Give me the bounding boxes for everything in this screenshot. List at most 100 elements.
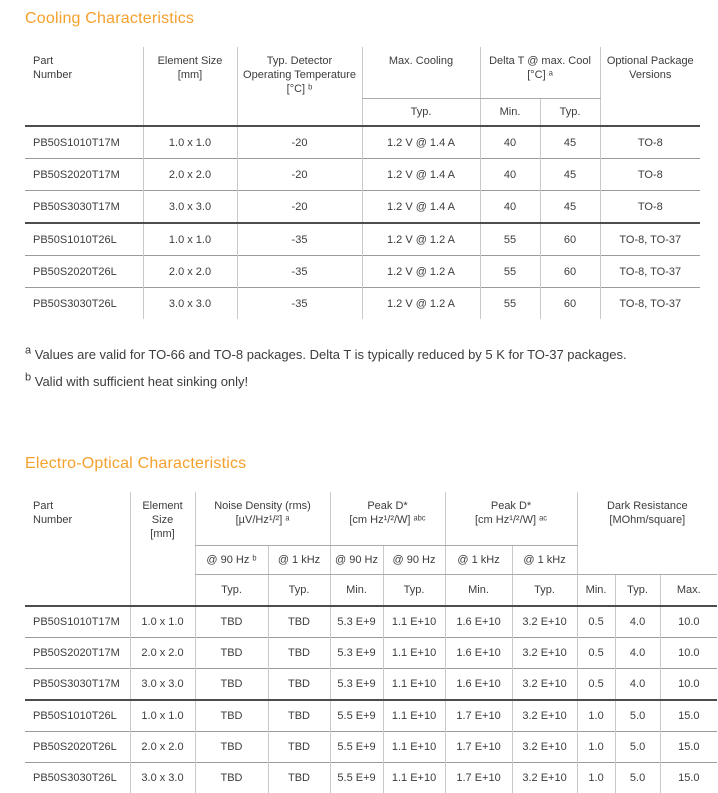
cell-peakd-1khz-typ: 3.2 E+10: [512, 732, 577, 763]
table-row: PB50S2020T26L 2.0 x 2.0 TBD TBD 5.5 E+9 …: [25, 732, 717, 763]
col-header-noise-density: Noise Density (rms) [µV/Hz¹/²] ᵃ: [195, 492, 330, 546]
cell-delta-t-min: 55: [480, 256, 540, 288]
cell-noise-1khz: TBD: [268, 763, 330, 793]
cell-peakd-1khz-min: 1.7 E+10: [445, 700, 512, 732]
cell-operating-temperature: -20: [237, 126, 362, 159]
cell-part-number: PB50S2020T26L: [25, 256, 143, 288]
cell-element-size: 3.0 x 3.0: [130, 669, 195, 701]
cell-resistance-min: 0.5: [577, 638, 615, 669]
table-row: PB50S1010T17M 1.0 x 1.0 TBD TBD 5.3 E+9 …: [25, 606, 717, 638]
cell-peakd-1khz-min: 1.6 E+10: [445, 606, 512, 638]
cell-element-size: 1.0 x 1.0: [130, 700, 195, 732]
cell-operating-temperature: -20: [237, 191, 362, 224]
col-header-max-cooling: Max. Cooling: [362, 47, 480, 99]
table-row: PB50S1010T17M 1.0 x 1.0 -20 1.2 V @ 1.4 …: [25, 126, 700, 159]
table-row: PB50S1010T26L 1.0 x 1.0 -35 1.2 V @ 1.2 …: [25, 223, 700, 256]
cell-peakd-90hz-typ: 1.1 E+10: [383, 763, 445, 793]
footnote-marker: b: [25, 372, 31, 384]
cell-part-number: PB50S2020T17M: [25, 159, 143, 191]
cell-delta-t-min: 40: [480, 159, 540, 191]
subheader-typ: Typ.: [268, 575, 330, 607]
cell-max-cooling: 1.2 V @ 1.4 A: [362, 159, 480, 191]
col-header-dark-resistance: Dark Resistance [MOhm/square]: [577, 492, 717, 575]
subheader-typ: Typ.: [195, 575, 268, 607]
cell-peakd-1khz-min: 1.7 E+10: [445, 763, 512, 793]
cell-delta-t-typ: 60: [540, 288, 600, 320]
cell-resistance-min: 1.0: [577, 763, 615, 793]
cell-peakd-1khz-typ: 3.2 E+10: [512, 606, 577, 638]
cell-part-number: PB50S3030T26L: [25, 763, 130, 793]
table-row: PB50S3030T17M 3.0 x 3.0 TBD TBD 5.3 E+9 …: [25, 669, 717, 701]
cell-part-number: PB50S3030T17M: [25, 191, 143, 224]
cell-peakd-90hz-min: 5.3 E+9: [330, 638, 383, 669]
col-header-element-size: Element Size [mm]: [143, 47, 237, 126]
cell-peakd-1khz-typ: 3.2 E+10: [512, 763, 577, 793]
cell-peakd-1khz-typ: 3.2 E+10: [512, 638, 577, 669]
cell-element-size: 1.0 x 1.0: [143, 126, 237, 159]
cell-package: TO-8, TO-37: [600, 223, 700, 256]
table-row: PB50S3030T17M 3.0 x 3.0 -20 1.2 V @ 1.4 …: [25, 191, 700, 224]
cell-part-number: PB50S1010T17M: [25, 126, 143, 159]
subheader-1khz: @ 1 kHz: [268, 546, 330, 575]
cell-element-size: 2.0 x 2.0: [143, 256, 237, 288]
cell-element-size: 3.0 x 3.0: [130, 763, 195, 793]
cell-operating-temperature: -35: [237, 288, 362, 320]
cell-part-number: PB50S1010T17M: [25, 606, 130, 638]
cell-element-size: 3.0 x 3.0: [143, 191, 237, 224]
subheader-typ: Typ.: [512, 575, 577, 607]
cell-delta-t-min: 55: [480, 288, 540, 320]
subheader-typ: Typ.: [362, 99, 480, 127]
cell-resistance-typ: 5.0: [615, 700, 660, 732]
cell-delta-t-min: 55: [480, 223, 540, 256]
subheader-90hz: @ 90 Hz: [330, 546, 383, 575]
cell-delta-t-typ: 45: [540, 159, 600, 191]
subheader-min: Min.: [480, 99, 540, 127]
cell-noise-90hz: TBD: [195, 763, 268, 793]
cell-noise-1khz: TBD: [268, 732, 330, 763]
cell-peakd-90hz-typ: 1.1 E+10: [383, 700, 445, 732]
cell-resistance-typ: 4.0: [615, 669, 660, 701]
cell-element-size: 2.0 x 2.0: [130, 638, 195, 669]
footnote-marker: a: [25, 345, 31, 357]
table-row: PB50S2020T26L 2.0 x 2.0 -35 1.2 V @ 1.2 …: [25, 256, 700, 288]
cell-part-number: PB50S2020T17M: [25, 638, 130, 669]
cell-delta-t-min: 40: [480, 126, 540, 159]
col-header-delta-t: Delta T @ max. Cool [°C] ᵃ: [480, 47, 600, 99]
cell-peakd-90hz-min: 5.3 E+9: [330, 606, 383, 638]
col-header-optional-package: Optional Package Versions: [600, 47, 700, 126]
cell-noise-1khz: TBD: [268, 606, 330, 638]
col-header-part-number: Part Number: [25, 47, 143, 126]
cooling-section-title: Cooling Characteristics: [25, 8, 718, 30]
subheader-1khz: @ 1 kHz: [445, 546, 512, 575]
cell-delta-t-typ: 45: [540, 191, 600, 224]
electro-optical-table-body: PB50S1010T17M 1.0 x 1.0 TBD TBD 5.3 E+9 …: [25, 606, 717, 793]
cooling-table-body: PB50S1010T17M 1.0 x 1.0 -20 1.2 V @ 1.4 …: [25, 126, 700, 319]
cell-peakd-90hz-typ: 1.1 E+10: [383, 606, 445, 638]
table-row: PB50S1010T26L 1.0 x 1.0 TBD TBD 5.5 E+9 …: [25, 700, 717, 732]
cell-package: TO-8: [600, 159, 700, 191]
footnotes: a Values are valid for TO-66 and TO-8 pa…: [25, 341, 718, 395]
cell-resistance-max: 15.0: [660, 700, 717, 732]
cell-noise-90hz: TBD: [195, 700, 268, 732]
table-row: PB50S3030T26L 3.0 x 3.0 -35 1.2 V @ 1.2 …: [25, 288, 700, 320]
cell-peakd-1khz-min: 1.6 E+10: [445, 638, 512, 669]
subheader-typ: Typ.: [615, 575, 660, 607]
cell-noise-1khz: TBD: [268, 700, 330, 732]
cell-peakd-90hz-typ: 1.1 E+10: [383, 669, 445, 701]
electro-optical-table: Part Number Element Size [mm] Noise Dens…: [25, 492, 717, 793]
subheader-min: Min.: [445, 575, 512, 607]
footnote-text: Valid with sufficient heat sinking only!: [35, 374, 248, 389]
header-row: Part Number Element Size [mm] Typ. Detec…: [25, 47, 700, 99]
cell-noise-1khz: TBD: [268, 638, 330, 669]
col-header-operating-temperature: Typ. Detector Operating Temperature [°C]…: [237, 47, 362, 126]
col-header-peak-d-1khz: Peak D* [cm Hz¹/²/W] ᵃᶜ: [445, 492, 577, 546]
cell-resistance-min: 1.0: [577, 700, 615, 732]
cell-max-cooling: 1.2 V @ 1.2 A: [362, 223, 480, 256]
cell-resistance-max: 10.0: [660, 606, 717, 638]
cell-resistance-max: 10.0: [660, 669, 717, 701]
subheader-min: Min.: [577, 575, 615, 607]
cell-element-size: 2.0 x 2.0: [130, 732, 195, 763]
cell-max-cooling: 1.2 V @ 1.4 A: [362, 191, 480, 224]
cell-peakd-90hz-min: 5.5 E+9: [330, 763, 383, 793]
cell-resistance-typ: 5.0: [615, 763, 660, 793]
